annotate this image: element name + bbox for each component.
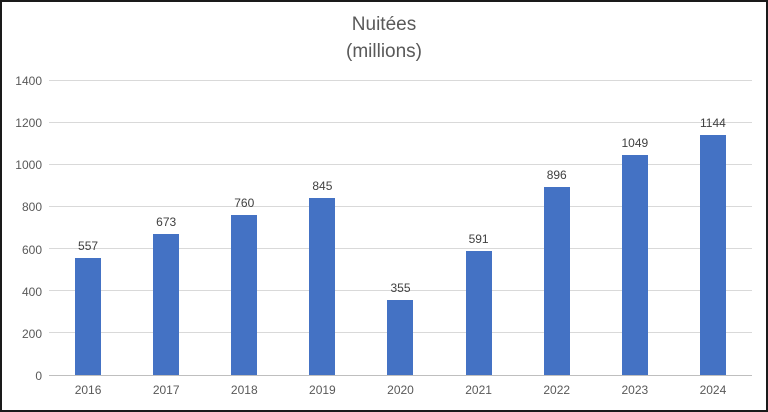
y-tick-label: 800	[21, 200, 42, 215]
bar-value-label: 1144	[700, 115, 726, 130]
bar-2023	[621, 154, 648, 375]
bar-column-2022: 896	[518, 81, 596, 375]
bar-value-label: 1049	[621, 135, 649, 150]
x-tick-label: 2018	[230, 383, 258, 397]
gridline	[49, 206, 752, 207]
bar-column-2020: 355	[361, 81, 439, 375]
bar-column-2021: 591	[440, 81, 518, 375]
chart-title-line1: Nuitées	[351, 14, 417, 35]
bar-2018	[231, 215, 258, 375]
y-tick-label: 0	[35, 369, 42, 383]
y-axis-labels: 0 200 400 600 800 1000 1200 1400	[2, 74, 42, 383]
chart-title: Nuitées (millions)	[2, 11, 766, 65]
bar-value-label: 845	[312, 178, 333, 193]
bar-value-label: 896	[546, 167, 567, 182]
gridline	[49, 290, 752, 291]
bar-value-label: 673	[156, 214, 177, 229]
bar-2022	[543, 186, 570, 375]
x-tick-label: 2024	[699, 383, 727, 397]
gridline	[49, 122, 752, 123]
y-tick-label: 600	[21, 242, 42, 257]
bar-column-2019: 845	[283, 81, 361, 375]
bar-value-label: 591	[468, 231, 489, 246]
bar-2020	[387, 300, 414, 375]
x-tick-label: 2019	[309, 383, 336, 397]
bar-2016	[75, 258, 102, 375]
x-tick-label: 2023	[621, 383, 649, 397]
x-tick-label: 2017	[152, 383, 180, 397]
bar-column-2018: 760	[205, 81, 283, 375]
gridline	[49, 80, 752, 81]
bar-column-2023: 1049	[596, 81, 674, 375]
x-tick-label: 2021	[465, 383, 492, 397]
x-tick-label: 2020	[387, 383, 414, 397]
y-tick-label: 1000	[15, 158, 42, 173]
gridline	[49, 164, 752, 165]
bar-2021	[465, 250, 492, 375]
bar-value-label: 557	[78, 239, 99, 254]
bar-2017	[153, 233, 180, 375]
bar-value-label: 760	[234, 196, 255, 211]
y-tick-label: 400	[21, 284, 42, 299]
y-tick-label: 1400	[15, 74, 42, 88]
bar-column-2017: 673	[127, 81, 205, 375]
plot-columns: 557 673 760 845 355 591 896 1049 1144	[49, 81, 752, 375]
y-tick-label: 200	[21, 326, 42, 341]
gridline	[49, 248, 752, 249]
bar-2019	[309, 197, 336, 375]
bar-column-2016: 557	[49, 81, 127, 375]
x-axis-labels: 2016 2017 2018 2019 2020 2021 2022 2023 2024	[49, 383, 752, 398]
y-tick-label: 1200	[15, 116, 42, 131]
bar-column-2024: 1144	[674, 81, 752, 375]
plot-area: 557 673 760 845 355 591 896 1049 1144	[49, 80, 752, 376]
x-tick-label: 2016	[74, 383, 102, 397]
bar-value-label: 355	[390, 281, 411, 296]
chart-title-line2: (millions)	[346, 41, 422, 62]
x-tick-label: 2022	[543, 383, 571, 397]
bar-2024	[699, 134, 726, 375]
